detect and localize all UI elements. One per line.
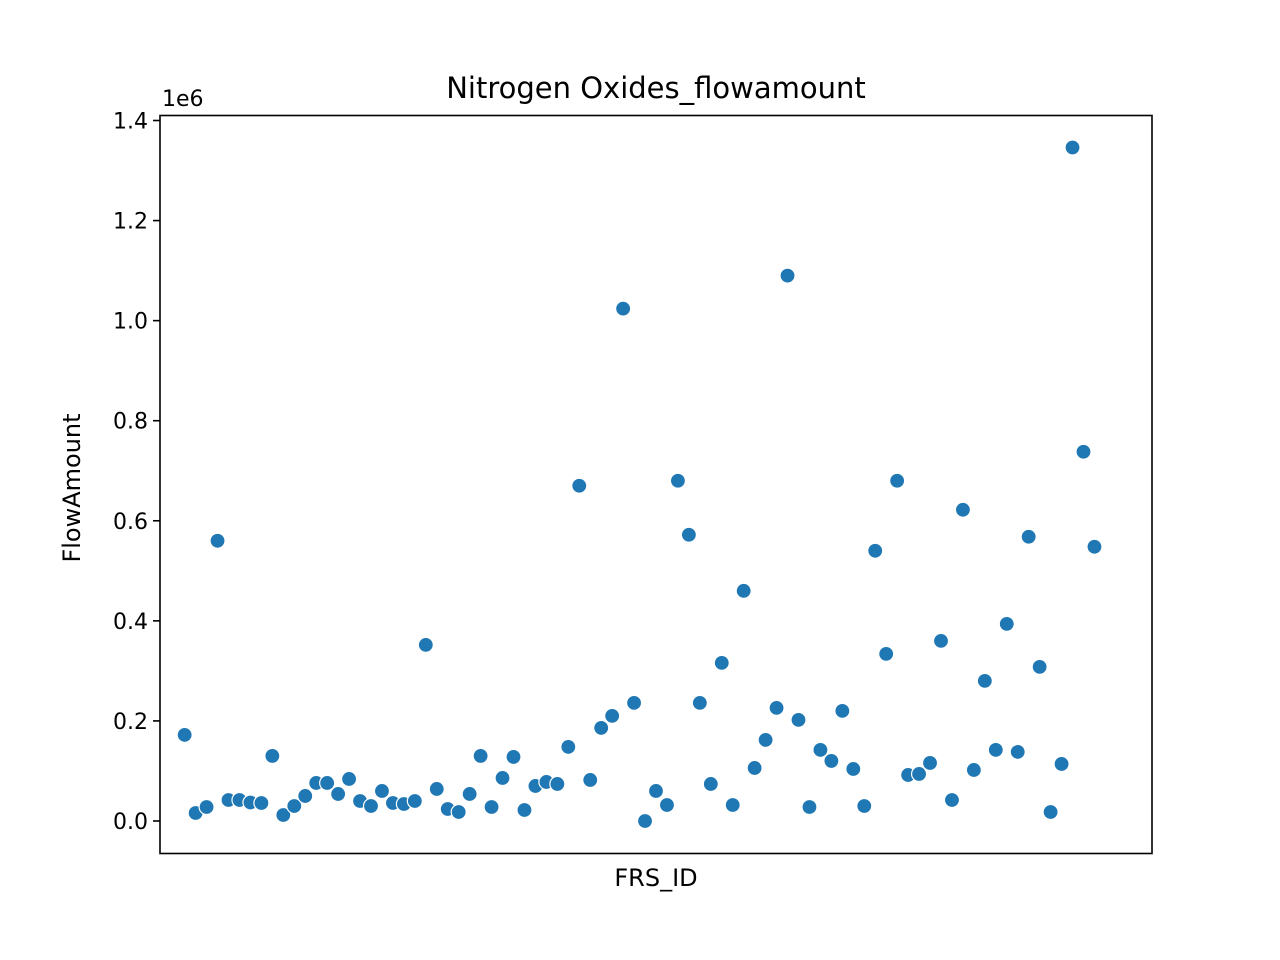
data-point (417, 636, 434, 653)
data-point (1031, 658, 1048, 675)
y-axis-label: FlowAmount (58, 413, 86, 562)
x-axis-label: FRS_ID (614, 864, 697, 892)
y-tick-label: 1.2 (113, 210, 148, 235)
data-point (724, 796, 741, 814)
data-point (582, 771, 599, 789)
data-points (176, 139, 1103, 830)
data-point (406, 792, 423, 810)
data-point (1042, 803, 1059, 821)
data-point (560, 738, 577, 756)
y-offset-label: 1e6 (162, 87, 204, 112)
plot-frame (159, 114, 1153, 855)
data-point (845, 760, 862, 778)
data-point (625, 694, 643, 711)
data-point (373, 782, 391, 800)
y-tick-label: 0.2 (113, 710, 148, 735)
data-point (209, 532, 226, 549)
data-point (516, 801, 533, 819)
data-point (691, 694, 708, 711)
data-point (549, 775, 566, 793)
data-point (286, 797, 303, 815)
y-tick-label: 0.4 (113, 610, 148, 635)
data-point (823, 752, 840, 770)
data-point (1020, 528, 1037, 545)
data-point (954, 501, 972, 518)
data-point (932, 632, 950, 649)
chart-title: Nitrogen Oxides_flowamount (446, 71, 866, 105)
data-point (264, 747, 281, 765)
y-axis-ticks: 0.0 0.2 0.4 0.6 0.8 1.0 1.2 1.4 (113, 110, 160, 835)
data-point (943, 791, 961, 809)
data-point (362, 797, 380, 815)
data-point (998, 615, 1015, 632)
data-point (921, 754, 939, 772)
data-point (461, 785, 478, 803)
data-point (987, 741, 1004, 759)
data-point (636, 812, 654, 830)
data-point (965, 761, 982, 779)
data-point (1086, 538, 1103, 555)
data-point (297, 787, 314, 805)
data-point (801, 798, 818, 816)
y-tick-label: 0.0 (113, 810, 148, 835)
data-point (340, 770, 358, 788)
data-point (494, 769, 511, 787)
data-point (593, 719, 610, 737)
data-point (450, 803, 467, 821)
data-point (1009, 743, 1026, 761)
data-point (812, 741, 829, 759)
y-tick-label: 0.6 (113, 510, 148, 535)
data-point (867, 542, 884, 559)
data-point (735, 582, 752, 599)
data-point (779, 267, 796, 284)
data-point (198, 798, 215, 816)
data-point (702, 775, 719, 793)
data-point (1064, 139, 1081, 156)
data-point (472, 747, 489, 765)
y-tick-label: 1.0 (113, 310, 148, 335)
data-point (615, 300, 632, 317)
data-point (976, 672, 993, 689)
data-point (757, 731, 774, 749)
data-point (889, 472, 906, 489)
data-point (746, 759, 763, 777)
data-point (1075, 443, 1092, 460)
data-point (483, 798, 500, 816)
data-point (176, 726, 193, 744)
data-point (658, 796, 676, 814)
data-point (319, 774, 336, 792)
data-point (1053, 755, 1070, 773)
data-point (856, 797, 873, 815)
data-point (680, 526, 697, 543)
data-point (768, 699, 785, 717)
data-point (713, 654, 730, 671)
data-point (330, 785, 347, 803)
data-point (878, 645, 895, 662)
data-point (253, 794, 270, 812)
data-point (275, 806, 292, 824)
data-point (428, 780, 445, 798)
data-point (790, 711, 807, 729)
data-point (910, 765, 928, 783)
y-tick-label: 1.4 (113, 110, 148, 135)
data-point (604, 707, 621, 725)
data-point (571, 477, 588, 494)
data-point (505, 748, 522, 766)
data-point (834, 702, 851, 720)
y-tick-label: 0.8 (113, 410, 148, 435)
data-point (669, 472, 687, 489)
data-point (647, 782, 665, 800)
